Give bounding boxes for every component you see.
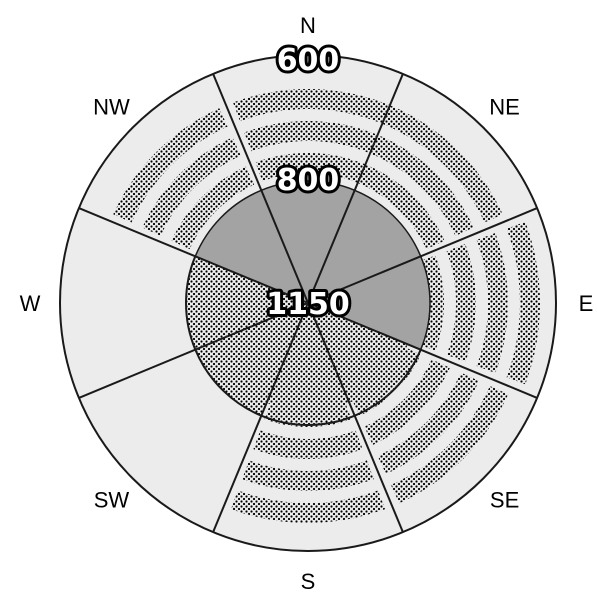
direction-label-ne: NE <box>489 94 520 119</box>
dotted-band <box>255 153 445 250</box>
direction-label-n: N <box>300 13 316 38</box>
dotted-band <box>230 490 386 523</box>
direction-label-nw: NW <box>93 94 130 119</box>
sector-spoke-4 <box>307 302 404 533</box>
outer-ring <box>59 54 557 552</box>
dotted-band <box>476 232 508 374</box>
dotted-band <box>171 166 255 250</box>
dotted-band <box>253 430 363 459</box>
direction-label-w: W <box>20 291 41 316</box>
dotted-band <box>364 359 450 445</box>
dotted-band <box>446 244 476 362</box>
dotted-band <box>244 121 474 236</box>
dotted-band <box>142 137 241 236</box>
radial-tick-label: 800 <box>277 163 340 198</box>
sector-spoke-3 <box>307 302 538 399</box>
sector-spoke-1 <box>307 73 404 304</box>
dotted-band <box>351 346 421 416</box>
dark-band-layer <box>194 180 431 351</box>
radial-tick-label: 1150 <box>266 287 350 322</box>
dotted-band <box>506 221 540 385</box>
direction-label-e: E <box>579 291 594 316</box>
sector-spoke-7 <box>78 207 309 304</box>
dotted-band <box>233 88 503 223</box>
dotted-band <box>242 460 374 491</box>
sector-spoke-5 <box>212 302 309 533</box>
sector-spoke-6 <box>78 302 309 399</box>
labels-layer: N NE E SE S SW W NW 600 800 1150 <box>20 13 594 594</box>
dark-sector-0 <box>194 180 431 351</box>
dotted-band <box>113 108 228 223</box>
dotted-sector-0 <box>233 88 503 250</box>
sector-spoke-2 <box>307 207 538 304</box>
dotted-sector-6 <box>113 108 255 250</box>
direction-label-s: S <box>301 569 316 594</box>
grid-lines-layer <box>59 54 557 552</box>
dotted-band <box>390 385 509 504</box>
dotted-band <box>377 372 480 475</box>
radial-tick-label: 600 <box>277 43 340 78</box>
direction-label-se: SE <box>490 488 519 513</box>
direction-label-sw: SW <box>94 488 130 513</box>
sector-spoke-0 <box>212 73 309 304</box>
